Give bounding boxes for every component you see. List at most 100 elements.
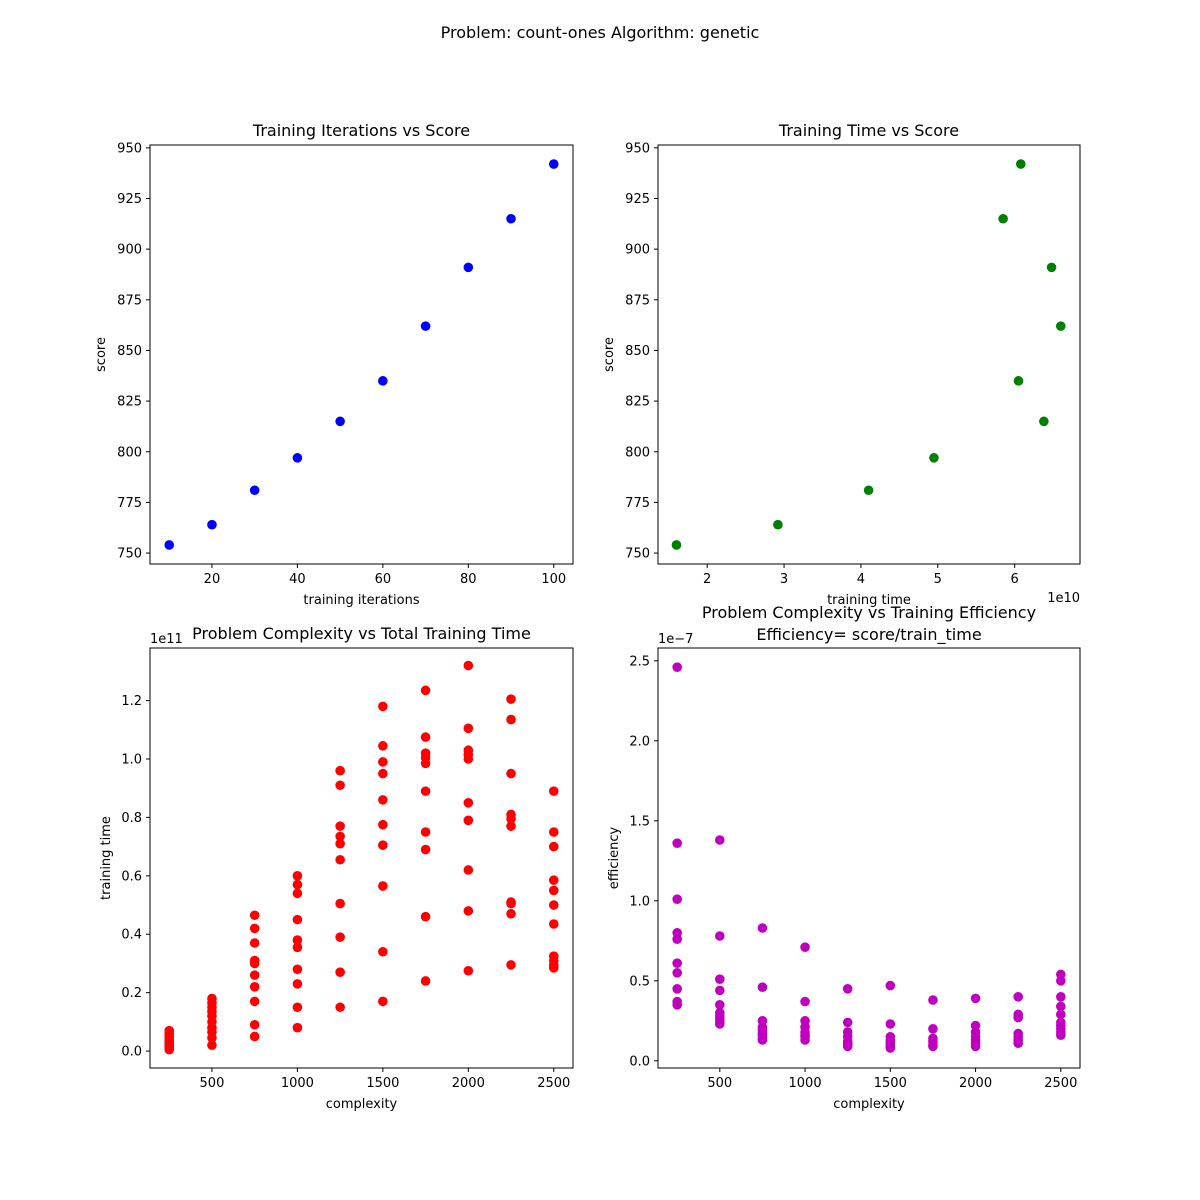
data-point	[292, 888, 303, 899]
data-point	[207, 519, 217, 530]
data-point	[378, 795, 388, 805]
x-tick-label: 2500	[1044, 1076, 1077, 1091]
data-point	[378, 996, 388, 1007]
data-point	[420, 786, 431, 796]
y-tick-label: 900	[117, 243, 142, 258]
axes-frame	[149, 144, 574, 565]
data-point	[928, 1041, 938, 1052]
subplot-title: Training Time vs Score	[778, 121, 959, 140]
data-point	[335, 821, 345, 831]
data-point	[378, 768, 388, 779]
data-point	[207, 1033, 217, 1043]
y-tick-label: 750	[117, 547, 142, 562]
data-point	[1056, 976, 1066, 986]
data-point	[249, 996, 260, 1007]
data-point	[164, 1044, 175, 1055]
x-tick-label: 1500	[366, 1076, 399, 1091]
axes-frame	[657, 647, 1081, 1069]
data-point	[292, 1022, 303, 1033]
x-tick-label: 80	[460, 572, 477, 587]
data-point	[420, 911, 431, 922]
data-point	[335, 1002, 345, 1013]
y-tick-label: 850	[625, 344, 650, 359]
data-point	[548, 963, 559, 973]
data-point	[292, 453, 303, 463]
y-tick-label: 800	[117, 445, 142, 460]
y-axis-label: score	[94, 337, 109, 372]
data-point	[970, 993, 981, 1004]
data-point	[1056, 1030, 1066, 1040]
data-point	[207, 1040, 217, 1051]
data-point	[1056, 992, 1066, 1002]
data-point	[548, 841, 559, 852]
data-point	[548, 827, 559, 837]
data-point	[757, 923, 768, 933]
data-point	[1016, 159, 1026, 169]
data-point	[463, 797, 474, 808]
data-point	[672, 968, 682, 978]
data-point	[506, 213, 516, 224]
data-point	[548, 875, 559, 885]
data-point	[420, 732, 431, 742]
data-point	[506, 898, 516, 909]
y-axis-label: training time	[99, 816, 114, 900]
data-point	[378, 840, 388, 850]
data-point	[463, 815, 474, 826]
y-tick-label: 775	[117, 496, 142, 511]
axes-frame	[657, 144, 1081, 565]
y-tick-label: 1.0	[629, 894, 650, 909]
y-axis-label: efficiency	[607, 826, 622, 889]
data-point	[292, 942, 303, 953]
data-point	[335, 780, 345, 791]
data-point	[292, 1002, 303, 1013]
data-point	[863, 485, 874, 496]
data-point	[506, 908, 516, 919]
data-point	[249, 970, 260, 980]
y-offset-label: 1e11	[150, 632, 183, 647]
x-tick-label: 1000	[789, 1076, 822, 1091]
x-tick-label: 500	[200, 1076, 225, 1091]
data-point	[463, 754, 474, 764]
y-tick-label: 0.4	[121, 928, 142, 943]
data-point	[506, 694, 516, 704]
x-tick-label: 2000	[452, 1076, 485, 1091]
x-tick-label: 500	[707, 1076, 732, 1091]
subplot-4: Problem Complexity vs Training Efficienc…	[607, 603, 1081, 1112]
x-tick-label: 40	[289, 572, 306, 587]
data-point	[548, 786, 559, 796]
y-tick-label: 0.0	[121, 1045, 142, 1060]
y-tick-label: 850	[117, 344, 142, 359]
data-point	[249, 923, 260, 934]
data-point	[757, 982, 768, 992]
data-point	[463, 865, 474, 875]
data-point	[420, 827, 431, 837]
data-point	[506, 768, 516, 779]
y-tick-label: 2.0	[629, 734, 650, 749]
data-point	[463, 723, 474, 734]
data-point	[671, 540, 682, 550]
data-point	[672, 662, 682, 672]
data-point	[1013, 992, 1023, 1002]
data-point	[506, 714, 516, 725]
data-point	[928, 1024, 938, 1034]
data-point	[885, 1019, 896, 1029]
data-point	[292, 871, 303, 881]
data-point	[335, 932, 345, 942]
data-point	[672, 934, 682, 944]
data-point	[885, 1043, 896, 1053]
x-offset-label: 1e10	[1047, 591, 1080, 606]
data-point	[715, 974, 725, 984]
x-axis-label: complexity	[326, 1097, 398, 1112]
data-point	[1055, 321, 1066, 331]
data-point	[420, 758, 431, 769]
data-point	[885, 980, 896, 991]
data-point	[335, 854, 345, 865]
data-point	[1013, 1038, 1023, 1048]
data-point	[842, 1041, 853, 1052]
y-tick-label: 900	[625, 243, 650, 258]
data-point	[715, 1000, 725, 1010]
data-point	[1056, 1001, 1066, 1012]
y-tick-label: 825	[117, 395, 142, 410]
